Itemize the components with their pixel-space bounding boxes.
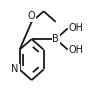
Text: N: N: [11, 64, 19, 74]
Text: OH: OH: [69, 24, 84, 33]
Text: B: B: [52, 34, 59, 44]
Text: OH: OH: [69, 45, 84, 55]
Text: O: O: [28, 11, 35, 21]
